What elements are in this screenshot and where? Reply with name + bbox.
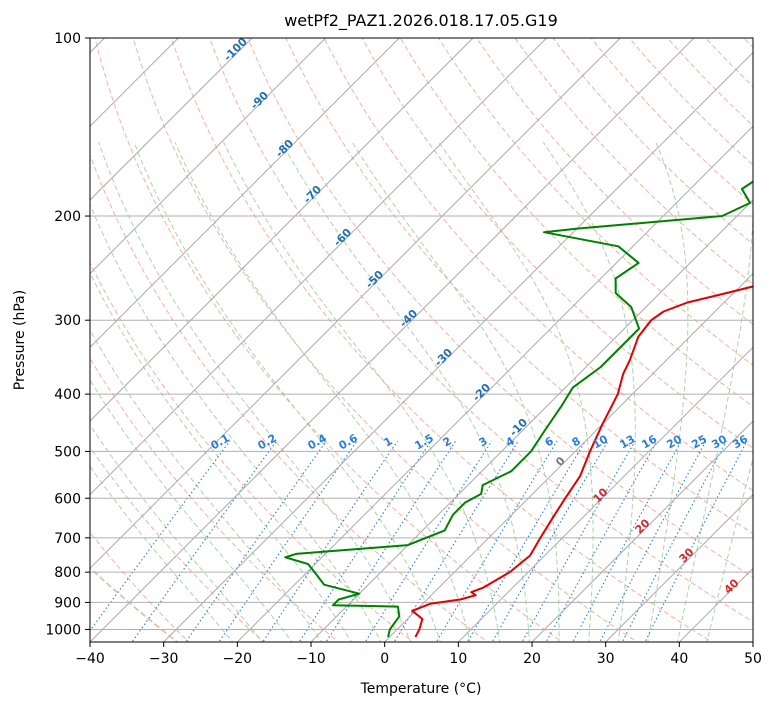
x-tick-label: −10 xyxy=(296,651,326,667)
plot-frame xyxy=(89,37,754,643)
mixing-ratio-line xyxy=(545,440,658,642)
x-tick-label: 20 xyxy=(523,651,541,667)
isotherm-line xyxy=(90,38,253,201)
axis-ticks: −40 −30 −20 −10 0 10 20 30 40 50 100 200 300 400 500 60… xyxy=(45,31,762,667)
moist-adiabat-line xyxy=(174,141,471,642)
mixing-ratio-line xyxy=(364,440,493,642)
isotherm-line xyxy=(90,38,548,496)
plot-area xyxy=(90,38,753,642)
mixing-ratio-line xyxy=(435,440,558,642)
x-tick-label: 50 xyxy=(744,651,762,667)
dry-adiabat-line xyxy=(437,38,753,366)
moist-adiabat-line xyxy=(647,142,689,642)
dry-adiabat-line xyxy=(323,38,753,492)
profile-lines xyxy=(284,180,753,638)
y-tick-label: 500 xyxy=(54,444,81,460)
mixing-ratio-line xyxy=(262,440,399,642)
y-tick-label: 700 xyxy=(54,531,81,547)
moist-adiabat-line xyxy=(98,142,412,642)
x-tick-label: 10 xyxy=(449,651,467,667)
moist-adiabat-line xyxy=(438,141,594,642)
isotherm-line xyxy=(236,125,753,642)
temperature-profile xyxy=(411,285,753,638)
moist-adiabat-line xyxy=(90,271,352,642)
isotherm-line xyxy=(162,51,753,642)
y-tick-label: 300 xyxy=(54,313,81,329)
x-tick-label: 0 xyxy=(380,651,389,667)
y-tick-label: 400 xyxy=(54,387,81,403)
x-tick-label: −30 xyxy=(149,651,179,667)
mixing-ratio-line xyxy=(325,440,457,642)
dewpoint-profile xyxy=(284,180,753,638)
mixing-ratio-line xyxy=(393,440,519,642)
y-tick-label: 600 xyxy=(54,491,81,507)
y-tick-label: 800 xyxy=(54,565,81,581)
isotherm-line xyxy=(90,38,622,570)
moist-adiabat-line xyxy=(90,465,234,642)
dry-adiabat-line xyxy=(90,357,339,642)
x-tick-label: 40 xyxy=(670,651,688,667)
dry-adiabat-line xyxy=(90,153,489,642)
isotherm-line xyxy=(531,420,753,642)
dry-adiabat-line xyxy=(94,38,564,642)
moist-adiabat-line xyxy=(90,329,323,642)
mixing-ratio-line xyxy=(572,440,682,642)
y-tick-label: 900 xyxy=(54,595,81,611)
moist-adiabat-line xyxy=(281,141,530,642)
y-tick-label: 100 xyxy=(54,31,81,47)
y-tick-label: 1000 xyxy=(45,622,81,638)
dry-adiabat-line xyxy=(476,38,753,326)
x-tick-label: −40 xyxy=(75,651,105,667)
dry-adiabat-line xyxy=(90,446,265,642)
moist-adiabat-line xyxy=(542,141,636,642)
mixing-ratio-line xyxy=(599,440,707,642)
moist-adiabat-line xyxy=(223,141,501,642)
mixing-ratio-line xyxy=(298,440,432,642)
curve-labels: -100-90-80-70-60-50-40-30-20-100.1 0.2 0.4… xyxy=(209,35,751,597)
isotherm-line xyxy=(383,272,753,642)
chart-title: wetPf2_PAZ1.2026.018.17.05.G19 xyxy=(284,11,558,31)
isotherm-line xyxy=(90,38,327,275)
y-tick-label: 200 xyxy=(54,209,81,225)
isotherm-line xyxy=(90,38,474,422)
moist-adiabat-line xyxy=(351,141,560,642)
isotherm-line xyxy=(457,346,753,642)
isotherm-line xyxy=(604,493,753,642)
isotherm-line xyxy=(90,38,401,349)
mixing-ratio-line xyxy=(491,440,609,642)
x-axis-label: Temperature (°C) xyxy=(360,681,482,697)
x-tick-label: −20 xyxy=(223,651,253,667)
isotherm-line xyxy=(310,199,753,642)
dry-adiabat-line xyxy=(361,38,753,449)
moist-adiabat-line xyxy=(676,142,753,642)
background-lines xyxy=(90,38,753,642)
moist-adiabat-line xyxy=(90,203,382,642)
moist-adiabat-line xyxy=(90,424,264,642)
y-axis-label: Pressure (hPa) xyxy=(12,290,28,390)
x-tick-label: 30 xyxy=(597,651,615,667)
mixing-ratio-line xyxy=(131,440,278,642)
isotherm-line xyxy=(90,38,695,642)
